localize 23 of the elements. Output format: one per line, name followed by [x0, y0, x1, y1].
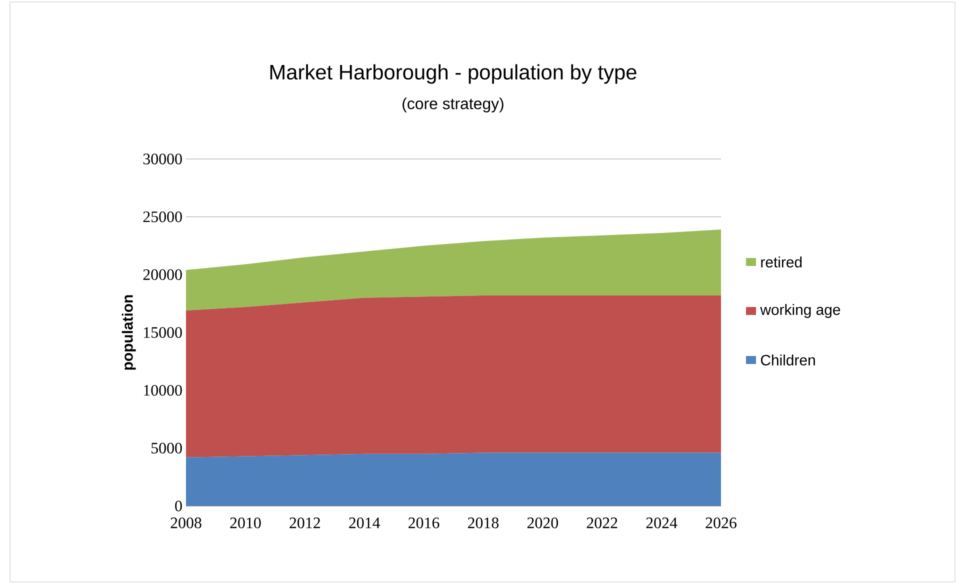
y-tick-label: 25000: [143, 211, 182, 222]
x-tick-label: 2012: [290, 518, 320, 528]
chart-subtitle: (core strategy): [402, 98, 504, 112]
legend-label: Children: [760, 354, 815, 366]
x-tick-label: 2020: [527, 518, 558, 528]
x-tick-label: 2018: [468, 518, 499, 528]
x-tick-label: 2024: [646, 518, 678, 528]
x-tick-label: 2010: [230, 518, 261, 528]
y-axis-title: population: [122, 295, 136, 370]
y-tick-label: 5000: [152, 442, 182, 454]
y-tick-label: 10000: [144, 384, 182, 396]
x-tick-label: 2014: [349, 518, 380, 528]
legend-label: working age: [760, 304, 840, 318]
y-tick-label: 15000: [144, 327, 182, 338]
x-tick-label: 2022: [586, 518, 618, 528]
x-tick-label: 2016: [408, 518, 440, 528]
chart-title: Market Harborough - population by type: [270, 64, 636, 84]
y-tick-label: 20000: [143, 269, 182, 280]
legend-label: retired: [761, 256, 802, 268]
x-tick-label: 2026: [706, 518, 736, 528]
x-tick-label: 2008: [170, 518, 202, 528]
y-tick-label: 0: [175, 500, 182, 512]
y-tick-label: 30000: [143, 154, 182, 164]
